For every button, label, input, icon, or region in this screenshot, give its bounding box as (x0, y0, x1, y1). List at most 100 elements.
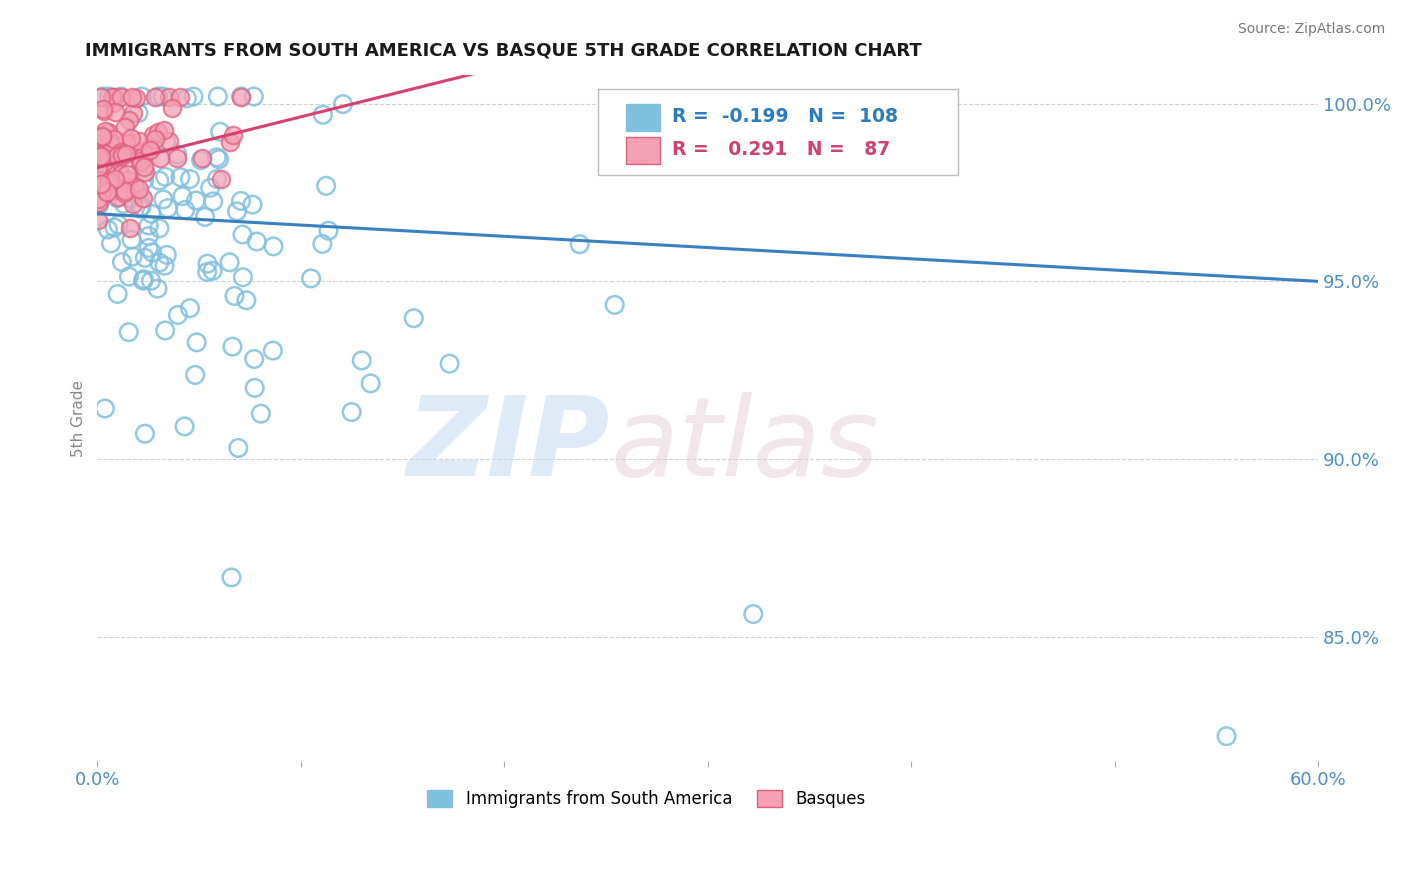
Point (134, 147, 156, 161)
Point (93, 162, 115, 177)
Point (93, 104, 115, 119)
Point (98, 174, 121, 188)
Point (105, 191, 128, 205)
Point (224, 289, 246, 303)
Point (148, 173, 170, 187)
Point (179, 172, 201, 186)
Point (312, 108, 335, 122)
Point (148, 255, 170, 269)
Point (97, 222, 120, 236)
Point (91, 130, 114, 145)
Point (146, 89, 169, 103)
Point (110, 148, 132, 162)
FancyBboxPatch shape (626, 103, 661, 131)
Point (117, 172, 139, 186)
Point (118, 269, 141, 284)
Point (218, 255, 240, 269)
Point (148, 221, 170, 235)
Point (128, 106, 150, 120)
Point (229, 89, 252, 103)
Point (157, 89, 180, 103)
Point (98, 135, 121, 149)
Point (114, 147, 136, 161)
Point (141, 207, 163, 221)
Point (122, 105, 145, 120)
Point (439, 357, 461, 371)
Point (360, 376, 382, 391)
Point (114, 120, 136, 134)
Point (134, 173, 156, 187)
Point (402, 311, 425, 326)
Point (139, 143, 162, 157)
Point (146, 282, 169, 296)
Point (129, 153, 152, 168)
Text: Source: ZipAtlas.com: Source: ZipAtlas.com (1237, 22, 1385, 37)
Point (184, 194, 207, 208)
Text: atlas: atlas (610, 392, 879, 500)
Point (138, 241, 160, 255)
Point (104, 171, 127, 186)
Point (166, 147, 188, 161)
Point (120, 137, 142, 152)
Point (120, 191, 142, 205)
Point (332, 97, 354, 112)
Point (101, 175, 124, 189)
Point (242, 197, 264, 211)
Point (262, 343, 284, 358)
Point (128, 202, 150, 216)
Point (145, 89, 167, 103)
Point (146, 125, 169, 139)
Text: R =   0.291   N =   87: R = 0.291 N = 87 (672, 140, 890, 159)
Point (93, 145, 115, 159)
Point (103, 95, 125, 110)
Point (132, 272, 155, 286)
Point (89, 150, 111, 164)
Point (132, 160, 155, 174)
Point (318, 224, 340, 238)
Point (226, 204, 249, 219)
Point (86, 212, 108, 227)
Point (94, 143, 117, 157)
Point (100, 236, 122, 251)
Point (201, 264, 224, 278)
Point (107, 218, 129, 232)
Text: IMMIGRANTS FROM SOUTH AMERICA VS BASQUE 5TH GRADE CORRELATION CHART: IMMIGRANTS FROM SOUTH AMERICA VS BASQUE … (86, 42, 922, 60)
Point (121, 89, 143, 103)
Point (134, 251, 156, 265)
Point (141, 245, 163, 260)
Point (153, 169, 176, 184)
Point (128, 134, 150, 148)
Point (742, 607, 765, 621)
Point (246, 235, 269, 249)
Point (299, 271, 322, 285)
Point (186, 335, 208, 350)
Point (128, 182, 150, 196)
Point (209, 171, 232, 186)
Text: R =  -0.199   N =  108: R = -0.199 N = 108 (672, 106, 898, 126)
Point (98, 138, 121, 153)
Point (195, 265, 218, 279)
Point (128, 156, 150, 170)
Point (350, 353, 373, 368)
Point (167, 308, 190, 322)
Point (94, 186, 117, 200)
Point (89, 197, 111, 211)
Point (183, 89, 205, 103)
Point (91, 157, 114, 171)
Point (122, 197, 145, 211)
Point (112, 196, 135, 211)
Point (118, 113, 141, 128)
Point (139, 274, 162, 288)
Point (194, 210, 217, 224)
Point (340, 405, 363, 419)
Point (87, 161, 110, 176)
Point (229, 89, 252, 103)
Point (202, 194, 225, 209)
Legend: Immigrants from South America, Basques: Immigrants from South America, Basques (420, 783, 873, 814)
Point (114, 184, 136, 198)
Point (110, 145, 132, 160)
Point (111, 255, 134, 269)
Point (205, 150, 228, 164)
Point (103, 131, 125, 145)
Point (101, 151, 124, 165)
